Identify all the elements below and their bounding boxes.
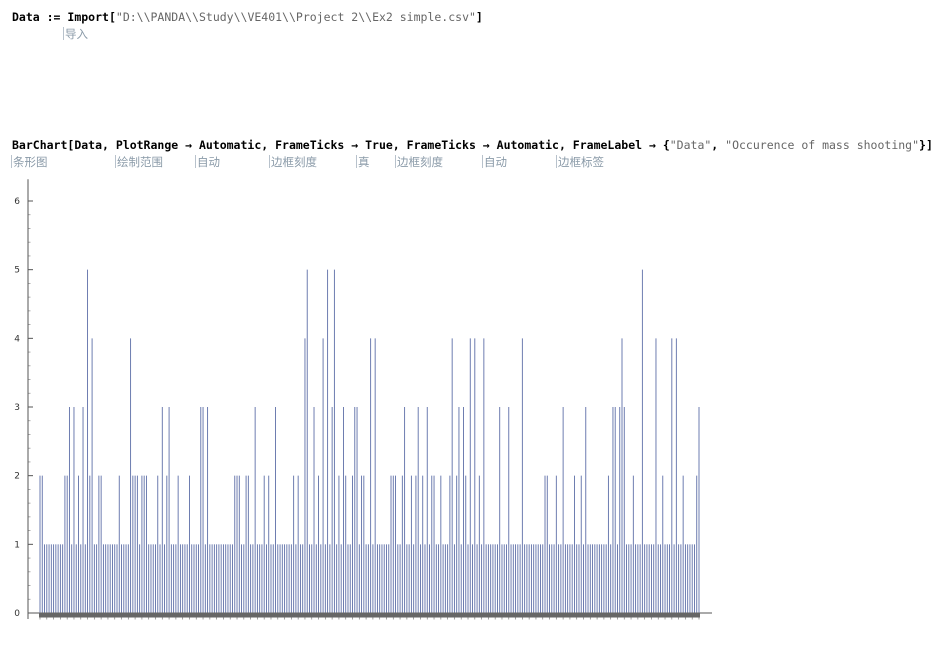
true-translation-hint: 真	[356, 155, 370, 169]
y-tick-label-2: 2	[14, 472, 20, 482]
y-tick-label-6: 6	[14, 197, 20, 207]
closing-brackets: }]	[919, 138, 933, 152]
frameticks-translation-hint-1: 边框刻度	[269, 155, 317, 169]
open-bracket: [	[108, 10, 116, 24]
y-tick-label-5: 5	[14, 266, 20, 276]
x-axis-ticks	[39, 617, 700, 620]
automatic-translation-hint-1: 自动	[195, 155, 220, 169]
file-path-string: "D:\\PANDA\\Study\\VE401\\Project 2\\Ex2…	[115, 10, 476, 24]
y-tick-label-1: 1	[14, 540, 20, 550]
x-axis-bar-baseline	[39, 612, 700, 618]
barchart-arguments: [Data, PlotRange → Automatic, FrameTicks…	[67, 138, 670, 152]
y-tick-label-0: 0	[14, 609, 20, 619]
import-function: Import	[67, 10, 109, 24]
y-tick-label-4: 4	[14, 334, 20, 344]
automatic-translation-hint-2: 自动	[482, 155, 507, 169]
frame-label-data-string: "Data"	[669, 138, 712, 152]
frame-label-occurrence-string: "Occurence of mass shooting"	[725, 138, 920, 152]
import-translation-hint: 导入	[63, 27, 88, 41]
framelabel-translation-hint: 边框标签	[556, 155, 604, 169]
close-bracket: ]	[475, 10, 483, 24]
y-axis-ticks: 0 1 2 3 4 5 6	[14, 197, 33, 619]
y-tick-label-3: 3	[14, 403, 20, 413]
plotrange-translation-hint: 绘制范围	[115, 155, 163, 169]
set-delayed-operator: :=	[39, 10, 68, 24]
barchart-translation-hint: 条形图	[11, 155, 48, 169]
barchart-input-cell[interactable]: BarChart[Data, PlotRange → Automatic, Fr…	[12, 138, 933, 152]
bar-series	[39, 269, 700, 613]
barchart-function: BarChart	[12, 138, 68, 152]
frameticks-translation-hint-2: 边框刻度	[395, 155, 443, 169]
comma-separator: ,	[711, 138, 726, 152]
import-input-cell[interactable]: Data := Import["D:\\PANDA\\Study\\VE401\…	[12, 10, 483, 24]
data-variable: Data	[12, 10, 40, 24]
